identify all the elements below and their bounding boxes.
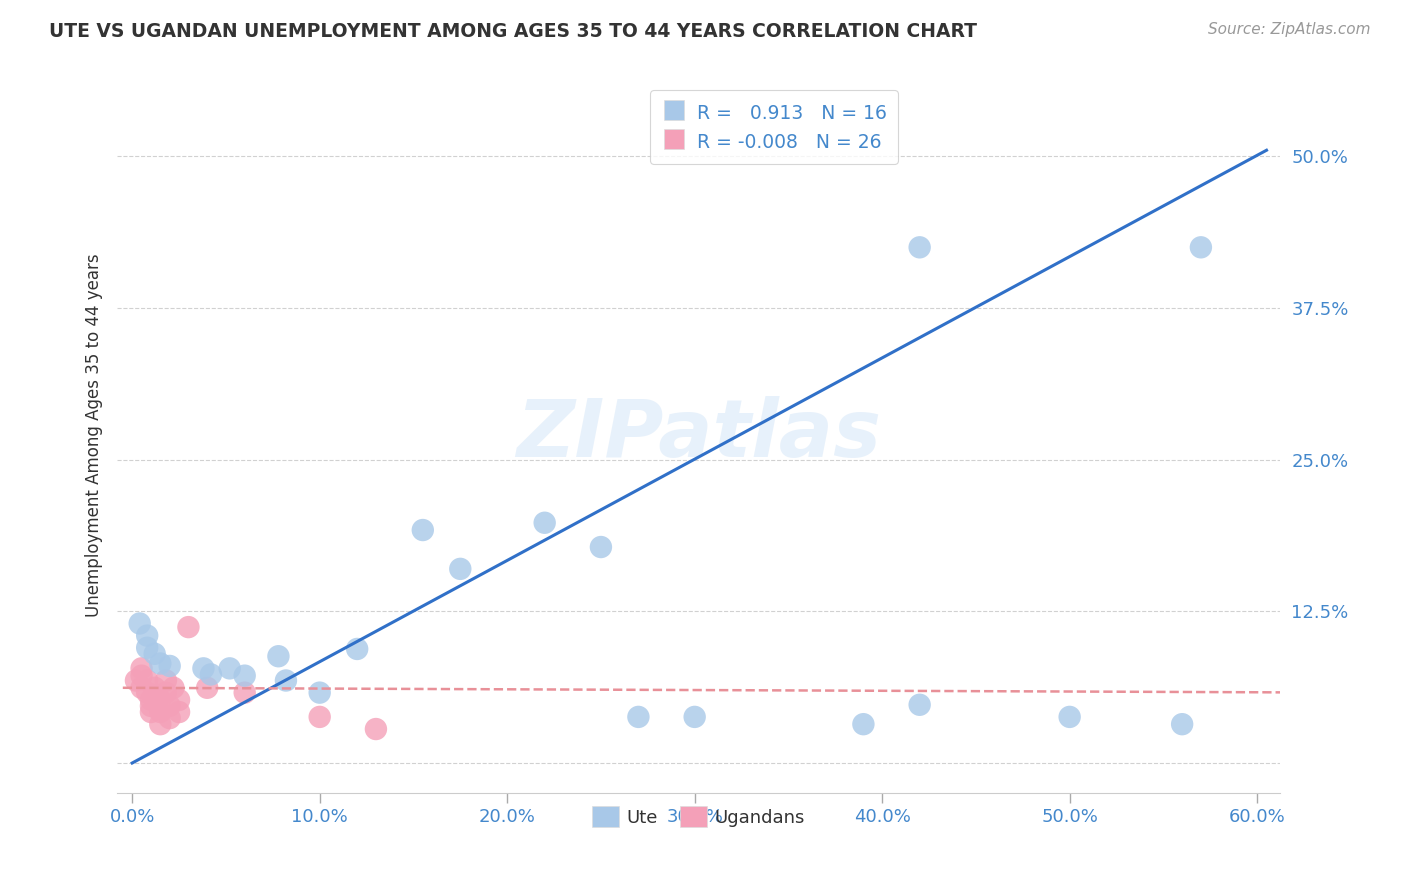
Point bbox=[233, 685, 256, 699]
Point bbox=[267, 649, 290, 664]
Point bbox=[200, 667, 222, 681]
Point bbox=[136, 629, 159, 643]
Point bbox=[139, 693, 162, 707]
Point bbox=[308, 710, 330, 724]
Point bbox=[1189, 240, 1212, 254]
Point bbox=[149, 693, 172, 707]
Point bbox=[143, 688, 166, 702]
Text: Source: ZipAtlas.com: Source: ZipAtlas.com bbox=[1208, 22, 1371, 37]
Point bbox=[136, 640, 159, 655]
Point bbox=[149, 657, 172, 671]
Point bbox=[218, 661, 240, 675]
Point bbox=[139, 705, 162, 719]
Point bbox=[412, 523, 434, 537]
Point bbox=[274, 673, 297, 688]
Point bbox=[159, 659, 181, 673]
Point bbox=[1171, 717, 1194, 731]
Point bbox=[159, 698, 181, 713]
Point bbox=[162, 681, 184, 695]
Point bbox=[364, 722, 387, 736]
Point bbox=[131, 661, 153, 675]
Point bbox=[131, 668, 153, 682]
Point bbox=[533, 516, 555, 530]
Point bbox=[143, 681, 166, 695]
Point bbox=[155, 673, 177, 688]
Point bbox=[125, 673, 148, 688]
Point bbox=[136, 673, 159, 688]
Point bbox=[589, 540, 612, 554]
Text: UTE VS UGANDAN UNEMPLOYMENT AMONG AGES 35 TO 44 YEARS CORRELATION CHART: UTE VS UGANDAN UNEMPLOYMENT AMONG AGES 3… bbox=[49, 22, 977, 41]
Point bbox=[149, 705, 172, 719]
Y-axis label: Unemployment Among Ages 35 to 44 years: Unemployment Among Ages 35 to 44 years bbox=[86, 253, 103, 617]
Point bbox=[308, 685, 330, 699]
Point bbox=[233, 668, 256, 682]
Point bbox=[908, 698, 931, 712]
Point bbox=[139, 698, 162, 713]
Text: ZIPatlas: ZIPatlas bbox=[516, 396, 882, 475]
Point bbox=[167, 693, 190, 707]
Point bbox=[908, 240, 931, 254]
Point bbox=[683, 710, 706, 724]
Point bbox=[143, 647, 166, 661]
Point bbox=[177, 620, 200, 634]
Point bbox=[131, 681, 153, 695]
Point bbox=[852, 717, 875, 731]
Point bbox=[159, 711, 181, 725]
Point bbox=[155, 685, 177, 699]
Point bbox=[149, 717, 172, 731]
Point bbox=[193, 661, 215, 675]
Point bbox=[346, 642, 368, 657]
Point bbox=[449, 562, 471, 576]
Legend: Ute, Ugandans: Ute, Ugandans bbox=[585, 799, 811, 834]
Point bbox=[128, 616, 150, 631]
Point bbox=[195, 681, 218, 695]
Point bbox=[136, 685, 159, 699]
Point bbox=[1059, 710, 1081, 724]
Point bbox=[627, 710, 650, 724]
Point bbox=[167, 705, 190, 719]
